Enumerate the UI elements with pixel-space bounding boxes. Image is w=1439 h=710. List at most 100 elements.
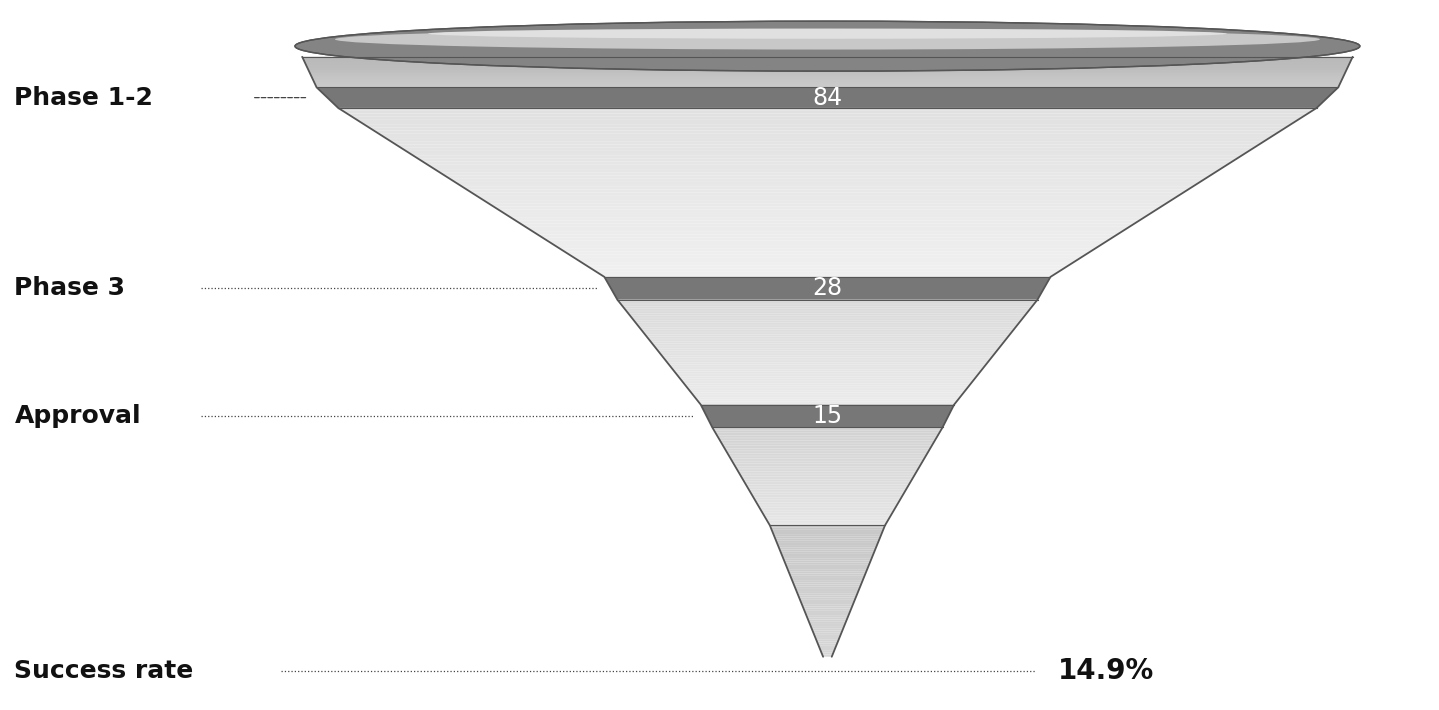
Polygon shape (804, 611, 850, 613)
Polygon shape (655, 347, 1000, 349)
Text: Approval: Approval (14, 404, 141, 428)
Polygon shape (662, 356, 993, 357)
Polygon shape (803, 608, 852, 611)
Polygon shape (812, 628, 843, 630)
Polygon shape (817, 643, 837, 646)
Polygon shape (538, 234, 1117, 237)
Polygon shape (717, 435, 938, 437)
Polygon shape (498, 209, 1157, 212)
Polygon shape (799, 598, 856, 600)
Polygon shape (409, 153, 1246, 155)
Polygon shape (400, 148, 1255, 150)
Polygon shape (453, 181, 1202, 184)
Polygon shape (568, 254, 1086, 257)
Polygon shape (774, 536, 881, 538)
Polygon shape (678, 375, 977, 377)
Polygon shape (338, 108, 1317, 111)
Polygon shape (347, 114, 1308, 116)
Polygon shape (640, 329, 1014, 331)
Polygon shape (659, 352, 996, 354)
Polygon shape (633, 319, 1022, 321)
Polygon shape (620, 303, 1035, 305)
Polygon shape (814, 635, 840, 637)
Polygon shape (799, 596, 856, 598)
Polygon shape (743, 478, 912, 480)
Polygon shape (440, 173, 1215, 175)
Polygon shape (701, 405, 954, 427)
Polygon shape (776, 541, 879, 543)
Polygon shape (809, 622, 846, 624)
Polygon shape (776, 538, 879, 541)
Polygon shape (502, 212, 1153, 215)
Polygon shape (636, 322, 1019, 324)
Polygon shape (793, 582, 862, 584)
Polygon shape (817, 641, 837, 643)
Polygon shape (807, 617, 848, 620)
Polygon shape (661, 354, 994, 356)
Polygon shape (727, 452, 928, 454)
Polygon shape (743, 480, 912, 481)
Polygon shape (466, 190, 1189, 192)
Polygon shape (692, 394, 963, 396)
Polygon shape (780, 552, 875, 554)
Polygon shape (663, 357, 991, 359)
Polygon shape (730, 457, 925, 459)
Polygon shape (673, 370, 981, 371)
Polygon shape (685, 386, 970, 387)
Polygon shape (436, 170, 1219, 173)
Polygon shape (404, 150, 1250, 153)
Polygon shape (560, 248, 1095, 251)
Ellipse shape (429, 28, 1226, 39)
Polygon shape (458, 184, 1197, 187)
Polygon shape (803, 606, 852, 608)
Polygon shape (649, 340, 1006, 342)
Polygon shape (699, 403, 955, 405)
Polygon shape (731, 460, 924, 462)
Polygon shape (813, 633, 842, 635)
Polygon shape (751, 494, 904, 496)
Polygon shape (813, 630, 842, 633)
Polygon shape (665, 359, 990, 361)
Polygon shape (820, 650, 835, 652)
Text: 14.9%: 14.9% (1058, 657, 1154, 685)
Polygon shape (629, 314, 1026, 315)
Polygon shape (626, 310, 1029, 312)
Polygon shape (639, 327, 1016, 329)
Polygon shape (374, 131, 1281, 133)
Polygon shape (519, 224, 1135, 226)
Polygon shape (714, 429, 941, 431)
Polygon shape (790, 574, 865, 576)
Polygon shape (643, 333, 1012, 334)
Polygon shape (757, 504, 898, 506)
Polygon shape (587, 266, 1068, 268)
Polygon shape (666, 361, 989, 363)
Polygon shape (800, 600, 855, 602)
Polygon shape (691, 393, 964, 394)
Polygon shape (741, 476, 914, 478)
Polygon shape (630, 315, 1025, 317)
Polygon shape (494, 207, 1161, 209)
Polygon shape (635, 321, 1020, 322)
Polygon shape (802, 602, 853, 604)
Polygon shape (728, 455, 927, 457)
Polygon shape (698, 401, 957, 403)
Polygon shape (780, 550, 875, 552)
Polygon shape (432, 167, 1223, 170)
Polygon shape (766, 517, 889, 519)
Polygon shape (355, 119, 1299, 122)
Polygon shape (738, 471, 917, 473)
Polygon shape (682, 382, 973, 383)
Polygon shape (656, 349, 999, 351)
Polygon shape (387, 139, 1268, 142)
Polygon shape (511, 218, 1144, 221)
Polygon shape (806, 615, 849, 617)
Polygon shape (637, 324, 1017, 326)
Polygon shape (689, 391, 966, 393)
Polygon shape (423, 161, 1232, 164)
Text: 15: 15 (813, 404, 842, 428)
Polygon shape (596, 271, 1059, 274)
Text: Phase 1-2: Phase 1-2 (14, 86, 154, 109)
Polygon shape (773, 534, 882, 536)
Polygon shape (370, 128, 1285, 131)
Polygon shape (770, 525, 885, 528)
